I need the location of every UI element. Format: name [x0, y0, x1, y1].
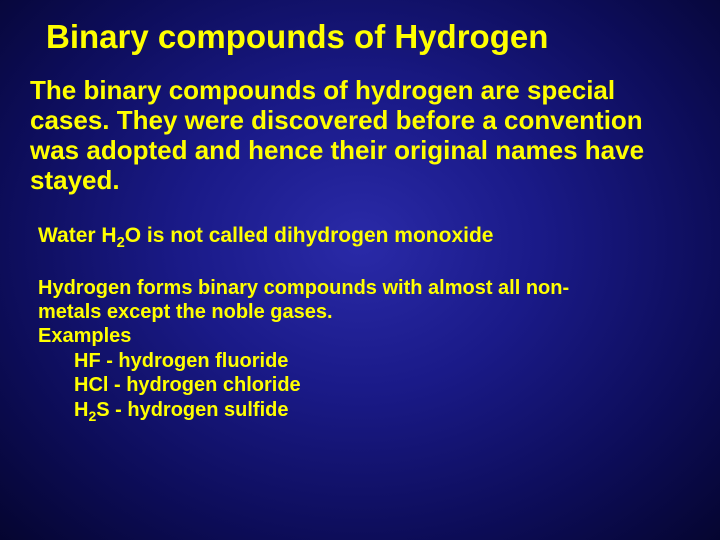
ex3-suffix: S - hydrogen sulfide	[96, 399, 288, 421]
example-hcl: HCl - hydrogen chloride	[74, 373, 692, 397]
water-suffix: O is not called dihydrogen monoxide	[125, 224, 494, 247]
body-block: Hydrogen forms binary compounds with alm…	[38, 276, 692, 422]
examples-heading: Examples	[38, 324, 692, 348]
slide-title: Binary compounds of Hydrogen	[46, 18, 692, 56]
body-line-1: Hydrogen forms binary compounds with alm…	[38, 277, 569, 299]
water-prefix: Water H	[38, 224, 117, 247]
water-line: Water H2O is not called dihydrogen monox…	[38, 224, 692, 248]
body-line-2: metals except the noble gases.	[38, 301, 333, 323]
intro-paragraph: The binary compounds of hydrogen are spe…	[30, 76, 692, 196]
example-hf: HF - hydrogen fluoride	[74, 349, 692, 373]
slide-container: Binary compounds of Hydrogen The binary …	[0, 0, 720, 540]
ex3-prefix: H	[74, 399, 88, 421]
example-h2s: H2S - hydrogen sulfide	[74, 398, 692, 422]
water-subscript: 2	[117, 235, 125, 251]
